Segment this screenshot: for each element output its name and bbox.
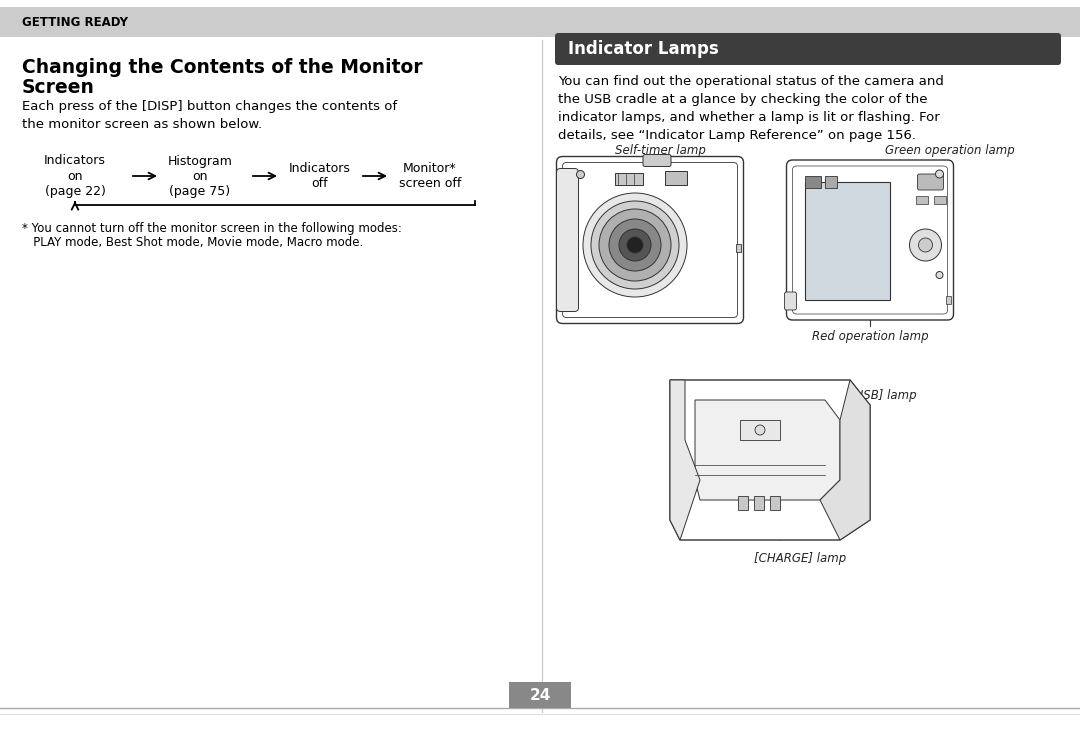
FancyBboxPatch shape — [918, 174, 944, 190]
Circle shape — [918, 238, 932, 252]
Text: Red operation lamp: Red operation lamp — [812, 330, 929, 343]
Bar — [805, 182, 890, 300]
Text: [USB] lamp: [USB] lamp — [850, 388, 917, 402]
Bar — [509, 682, 571, 708]
Bar — [740, 420, 780, 440]
Text: PLAY mode, Best Shot mode, Movie mode, Macro mode.: PLAY mode, Best Shot mode, Movie mode, M… — [22, 236, 363, 249]
Bar — [770, 496, 780, 510]
Polygon shape — [820, 380, 870, 540]
Text: Indicators
off: Indicators off — [289, 162, 351, 190]
Circle shape — [627, 237, 643, 253]
Text: You can find out the operational status of the camera and
the USB cradle at a gl: You can find out the operational status … — [558, 75, 944, 142]
FancyBboxPatch shape — [556, 156, 743, 323]
Text: Green operation lamp: Green operation lamp — [886, 144, 1015, 157]
Bar — [0, 7, 1080, 37]
Text: Indicators
on
(page 22): Indicators on (page 22) — [44, 155, 106, 198]
Bar — [945, 296, 950, 304]
Bar — [665, 171, 687, 185]
Bar — [916, 196, 928, 204]
Circle shape — [591, 201, 679, 289]
Bar — [805, 176, 821, 188]
Bar — [615, 172, 643, 185]
Text: Histogram
on
(page 75): Histogram on (page 75) — [167, 155, 232, 198]
Circle shape — [935, 170, 944, 178]
Circle shape — [755, 425, 765, 435]
Bar — [824, 176, 837, 188]
Bar — [735, 244, 741, 252]
Text: GETTING READY: GETTING READY — [22, 15, 129, 28]
Bar — [738, 496, 748, 510]
Polygon shape — [670, 380, 700, 540]
Text: Screen: Screen — [22, 78, 95, 97]
Text: Indicator Lamps: Indicator Lamps — [568, 40, 719, 58]
Text: [CHARGE] lamp: [CHARGE] lamp — [754, 552, 846, 565]
Circle shape — [599, 209, 671, 281]
Text: Each press of the [DISP] button changes the contents of
the monitor screen as sh: Each press of the [DISP] button changes … — [22, 100, 397, 131]
Circle shape — [909, 229, 942, 261]
Polygon shape — [670, 380, 870, 540]
FancyBboxPatch shape — [555, 33, 1061, 65]
Text: * You cannot turn off the monitor screen in the following modes:: * You cannot turn off the monitor screen… — [22, 222, 402, 235]
Bar — [754, 496, 764, 510]
FancyBboxPatch shape — [786, 160, 954, 320]
Text: Changing the Contents of the Monitor: Changing the Contents of the Monitor — [22, 58, 422, 77]
Circle shape — [609, 219, 661, 271]
Text: Self-timer lamp: Self-timer lamp — [615, 144, 705, 157]
Circle shape — [577, 171, 584, 179]
FancyBboxPatch shape — [556, 169, 579, 312]
Circle shape — [936, 272, 943, 279]
Polygon shape — [696, 400, 840, 500]
Text: Monitor*
screen off: Monitor* screen off — [399, 162, 461, 190]
Circle shape — [619, 229, 651, 261]
Text: 24: 24 — [529, 688, 551, 702]
FancyBboxPatch shape — [643, 155, 671, 166]
FancyBboxPatch shape — [784, 292, 797, 310]
Circle shape — [583, 193, 687, 297]
Bar — [933, 196, 945, 204]
